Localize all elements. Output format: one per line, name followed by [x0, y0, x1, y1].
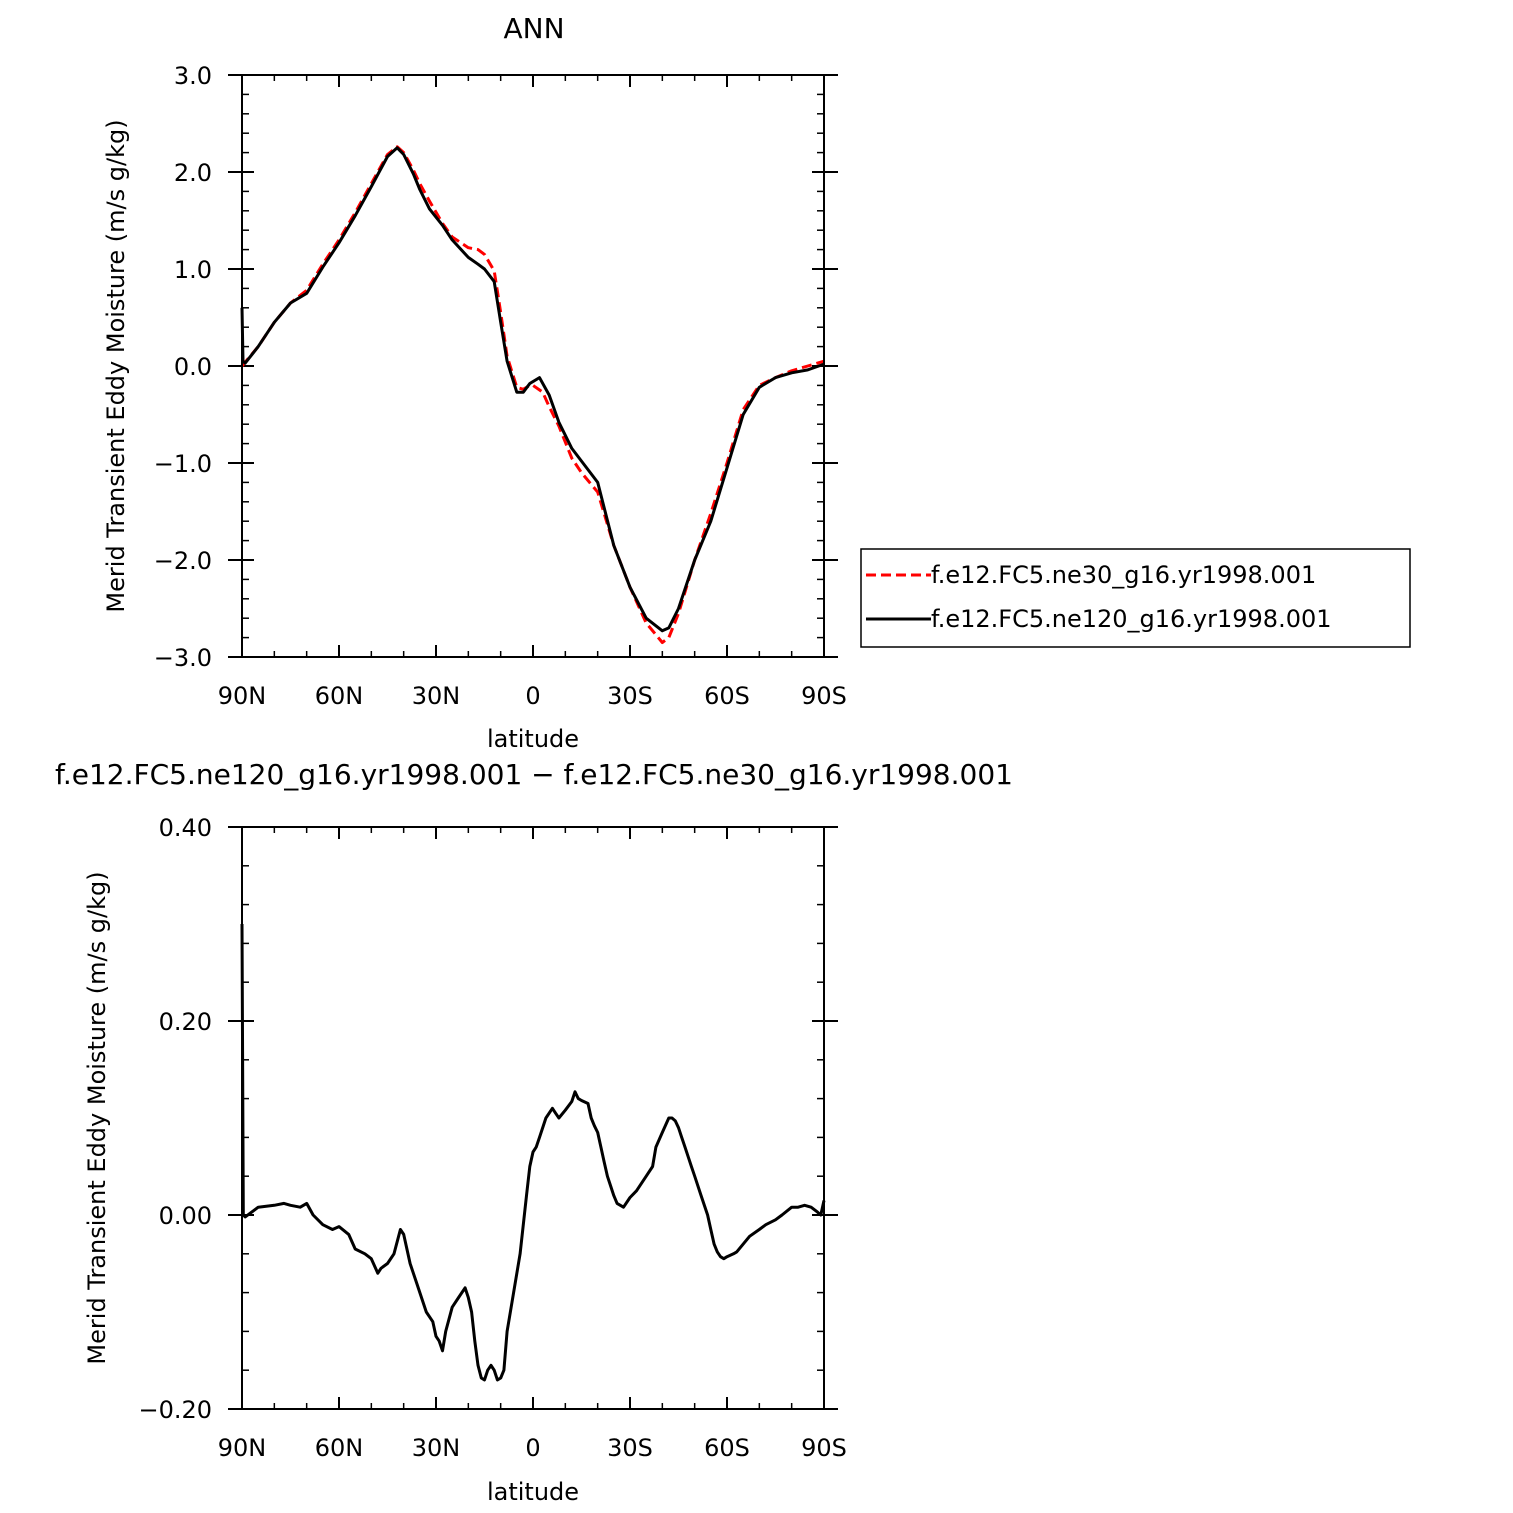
top-y-tick-label: −3.0	[154, 644, 212, 672]
bottom-x-tick-label: 30N	[412, 1434, 461, 1462]
bottom-x-tick-label: 60N	[315, 1434, 364, 1462]
top-y-tick-label: −2.0	[154, 547, 212, 575]
top-series-line-1	[240, 146, 825, 633]
bottom-series-line-0	[240, 923, 826, 1382]
top-x-tick-label: 60N	[315, 682, 364, 710]
bottom-y-tick-label: 0.00	[159, 1202, 212, 1230]
bottom-x-tick-label: 90S	[801, 1434, 847, 1462]
top-x-tick-label: 30S	[607, 682, 653, 710]
bottom-y-tick-label: 0.20	[159, 1008, 212, 1036]
top-x-axis-label: latitude	[487, 725, 579, 753]
bottom-chart-title: f.e12.FC5.ne120_g16.yr1998.001 − f.e12.F…	[55, 758, 1013, 791]
legend-box	[860, 548, 1411, 648]
top-y-tick-label: −1.0	[154, 450, 212, 478]
bottom-x-tick-label: 30S	[607, 1434, 653, 1462]
bottom-y-tick-label: 0.40	[159, 814, 212, 842]
bottom-x-tick-label: 90N	[218, 1434, 267, 1462]
bottom-x-axis-label: latitude	[487, 1478, 579, 1506]
top-panel: ANN 90N 60N 30N 0 30S 60S 90S 3.0 2.0 1.0 0.0 −1.0 −…	[102, 12, 847, 753]
top-plot-frame	[241, 74, 825, 658]
bottom-panel: f.e12.FC5.ne120_g16.yr1998.001 − f.e12.F…	[55, 758, 1013, 1506]
bottom-y-axis-label: Merid Transient Eddy Moisture (m/s g/kg)	[83, 871, 111, 1364]
top-x-tick-label: 30N	[412, 682, 461, 710]
top-chart-marks: 90N 60N 30N 0 30S 60S 90S 3.0 2.0 1.0 0.0 −1.0 −2.0 −…	[154, 62, 847, 710]
top-y-tick-label: 1.0	[174, 256, 212, 284]
bottom-y-tick-label: −0.20	[138, 1396, 212, 1424]
top-x-tick-label: 90S	[801, 682, 847, 710]
top-x-tick-label: 90N	[218, 682, 267, 710]
bottom-x-tick-label: 0	[525, 1434, 540, 1462]
top-y-tick-label: 0.0	[174, 353, 212, 381]
top-series-line-0	[240, 145, 825, 644]
legend-label-ne30: f.e12.FC5.ne30_g16.yr1998.001	[931, 561, 1316, 589]
bottom-x-tick-label: 60S	[704, 1434, 750, 1462]
top-x-tick-label: 60S	[704, 682, 750, 710]
top-x-tick-label: 0	[525, 682, 540, 710]
bottom-chart-marks: 90N 60N 30N 0 30S 60S 90S 0.40 0.20 0.00 −0.20	[138, 814, 846, 1462]
legend: f.e12.FC5.ne30_g16.yr1998.001 f.e12.FC5.…	[860, 548, 1411, 648]
top-y-axis-label: Merid Transient Eddy Moisture (m/s g/kg)	[102, 119, 130, 612]
legend-label-ne120: f.e12.FC5.ne120_g16.yr1998.001	[931, 605, 1332, 633]
top-y-tick-label: 2.0	[174, 159, 212, 187]
top-y-tick-label: 3.0	[174, 62, 212, 90]
bottom-plot-frame	[241, 826, 825, 1410]
top-chart-title: ANN	[503, 12, 564, 45]
